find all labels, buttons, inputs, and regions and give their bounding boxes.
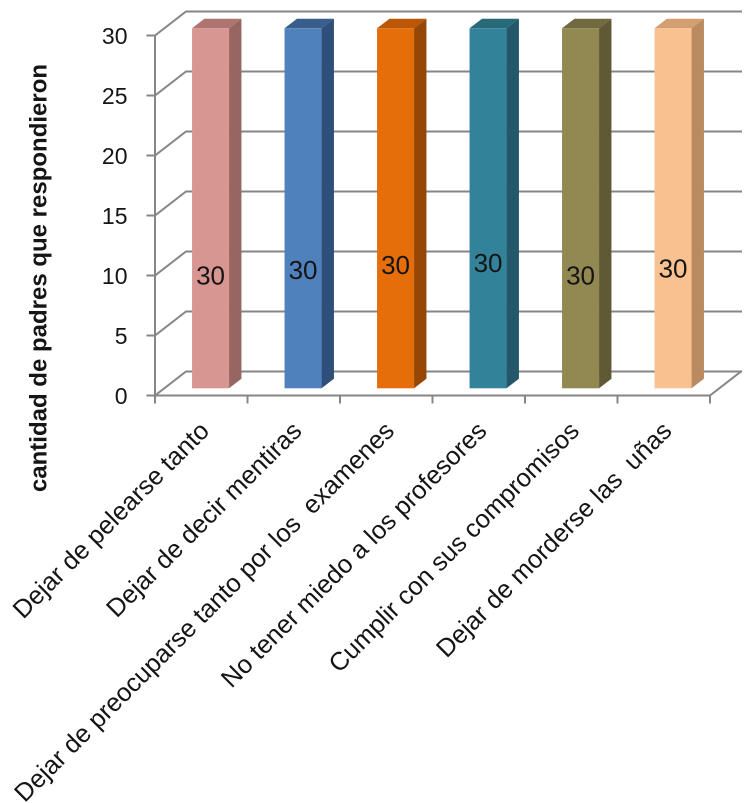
svg-text:cantidad de padres que respond: cantidad de padres que respondieron bbox=[26, 64, 53, 492]
svg-text:30: 30 bbox=[381, 250, 410, 280]
svg-text:5: 5 bbox=[115, 323, 128, 349]
svg-text:30: 30 bbox=[196, 261, 225, 291]
svg-text:30: 30 bbox=[474, 248, 503, 278]
svg-text:10: 10 bbox=[102, 263, 128, 289]
svg-text:30: 30 bbox=[566, 261, 595, 291]
svg-text:25: 25 bbox=[102, 83, 128, 109]
svg-text:0: 0 bbox=[115, 383, 128, 409]
svg-text:30: 30 bbox=[102, 23, 128, 49]
svg-text:30: 30 bbox=[289, 255, 318, 285]
svg-text:20: 20 bbox=[102, 143, 128, 169]
svg-text:15: 15 bbox=[102, 203, 128, 229]
svg-text:30: 30 bbox=[659, 254, 688, 284]
